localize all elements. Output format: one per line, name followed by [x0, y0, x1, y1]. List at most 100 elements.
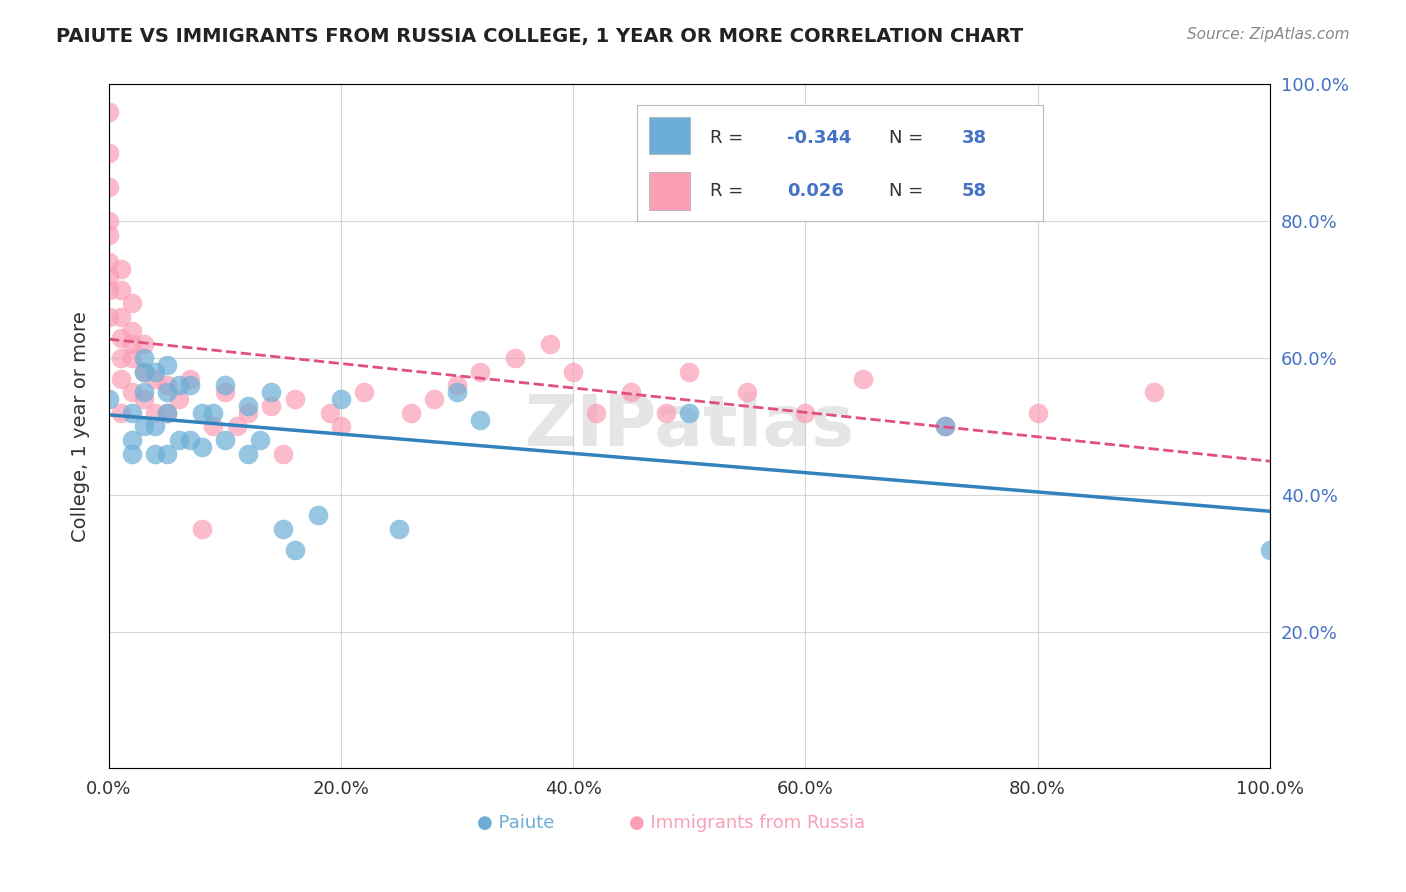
Point: [167, 378, 190, 392]
Point: [156, 406, 179, 420]
Point: [934, 419, 956, 434]
Point: [1143, 385, 1166, 400]
Text: Source: ZipAtlas.com: Source: ZipAtlas.com: [1187, 27, 1350, 42]
Point: [156, 406, 179, 420]
Point: [446, 378, 468, 392]
Point: [214, 385, 236, 400]
Point: [585, 406, 607, 420]
Point: [110, 371, 132, 385]
Point: [110, 283, 132, 297]
Point: [132, 351, 155, 365]
Point: [98, 268, 121, 283]
Point: [271, 522, 294, 536]
Point: [156, 385, 179, 400]
Point: [284, 542, 307, 557]
Point: [318, 406, 340, 420]
Point: [423, 392, 446, 406]
Point: [678, 365, 700, 379]
Point: [330, 392, 353, 406]
Point: [470, 412, 492, 426]
Point: [737, 385, 759, 400]
Point: [284, 392, 307, 406]
Point: [1026, 406, 1049, 420]
Point: [98, 145, 121, 160]
Point: [470, 365, 492, 379]
Point: [98, 310, 121, 324]
Point: [238, 399, 260, 413]
Text: ● Immigrants from Russia: ● Immigrants from Russia: [630, 814, 866, 832]
Point: [655, 406, 678, 420]
Point: [121, 324, 143, 338]
Point: [132, 419, 155, 434]
Point: [110, 330, 132, 344]
Point: [156, 358, 179, 372]
Text: ● Paiute: ● Paiute: [477, 814, 554, 832]
Text: ZIPatlas: ZIPatlas: [524, 392, 855, 461]
Point: [121, 406, 143, 420]
Point: [98, 214, 121, 228]
Point: [98, 227, 121, 242]
Point: [98, 180, 121, 194]
Point: [249, 433, 271, 447]
Point: [121, 433, 143, 447]
Point: [191, 522, 214, 536]
Point: [98, 255, 121, 269]
Point: [307, 508, 329, 523]
Point: [388, 522, 411, 536]
Point: [121, 447, 143, 461]
Point: [353, 385, 375, 400]
Point: [145, 365, 167, 379]
Point: [794, 406, 817, 420]
Point: [179, 433, 201, 447]
Point: [202, 406, 225, 420]
Point: [98, 104, 121, 119]
Point: [179, 378, 201, 392]
Point: [145, 447, 167, 461]
Point: [132, 385, 155, 400]
Point: [167, 392, 190, 406]
Point: [225, 419, 247, 434]
Point: [110, 406, 132, 420]
Point: [156, 378, 179, 392]
Point: [156, 447, 179, 461]
Point: [145, 419, 167, 434]
Y-axis label: College, 1 year or more: College, 1 year or more: [72, 311, 90, 541]
Point: [132, 365, 155, 379]
Point: [202, 419, 225, 434]
Point: [110, 351, 132, 365]
Point: [110, 310, 132, 324]
Point: [191, 440, 214, 454]
Point: [503, 351, 526, 365]
Point: [98, 392, 121, 406]
Point: [121, 296, 143, 310]
Point: [1258, 542, 1281, 557]
Point: [562, 365, 585, 379]
Point: [399, 406, 422, 420]
Point: [446, 385, 468, 400]
Point: [110, 262, 132, 277]
Point: [121, 385, 143, 400]
Point: [145, 406, 167, 420]
Point: [934, 419, 956, 434]
Point: [132, 365, 155, 379]
Point: [260, 385, 283, 400]
Point: [132, 337, 155, 351]
Point: [98, 283, 121, 297]
Point: [191, 406, 214, 420]
Point: [271, 447, 294, 461]
Point: [179, 371, 201, 385]
Point: [132, 392, 155, 406]
Point: [167, 433, 190, 447]
Point: [620, 385, 643, 400]
Point: [238, 447, 260, 461]
Point: [678, 406, 700, 420]
Point: [330, 419, 353, 434]
Point: [145, 371, 167, 385]
Point: [214, 378, 236, 392]
Point: [121, 337, 143, 351]
Text: PAIUTE VS IMMIGRANTS FROM RUSSIA COLLEGE, 1 YEAR OR MORE CORRELATION CHART: PAIUTE VS IMMIGRANTS FROM RUSSIA COLLEGE…: [56, 27, 1024, 45]
Point: [260, 399, 283, 413]
Point: [121, 351, 143, 365]
Point: [214, 433, 236, 447]
Point: [538, 337, 561, 351]
